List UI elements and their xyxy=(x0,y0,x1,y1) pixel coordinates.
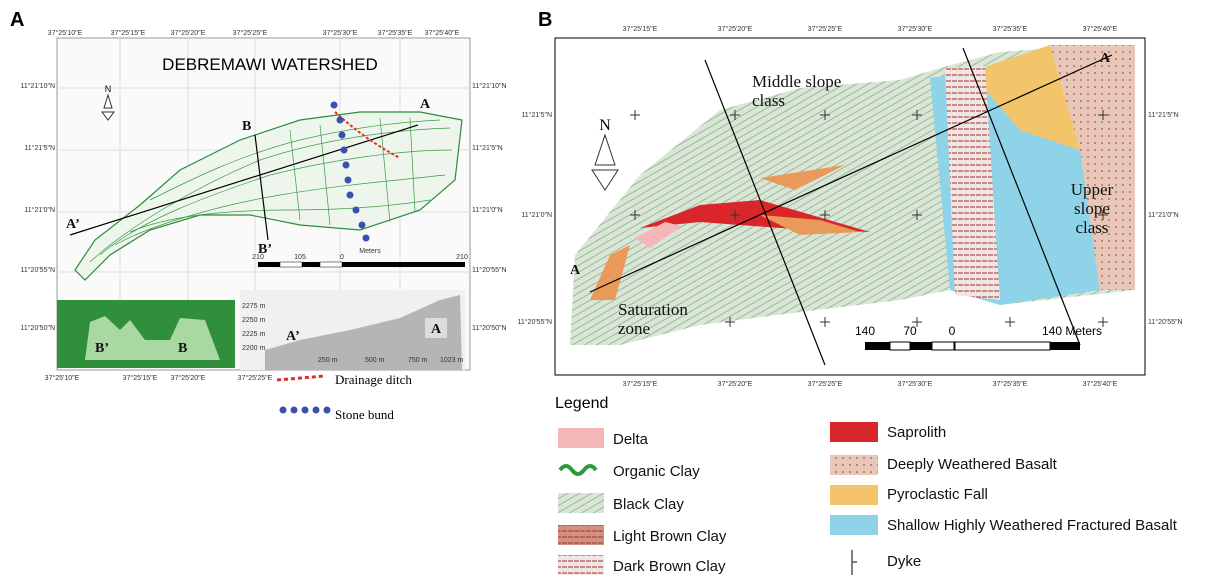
profile-x-label: 250 m xyxy=(318,357,338,364)
coord-label: 11°20'55"N xyxy=(1148,318,1183,326)
legend-label: Light Brown Clay xyxy=(613,528,727,545)
inset-end: B xyxy=(178,341,187,356)
scale-tick: 105 xyxy=(294,254,306,261)
coord-label: 37°25'20"E xyxy=(171,374,206,382)
coord-label: 37°25'40"E xyxy=(425,29,460,37)
legend-label: Shallow Highly Weathered Fractured Basal… xyxy=(887,517,1178,534)
coord-label: 11°21'5"N xyxy=(472,144,503,152)
coord-label: 37°25'30"E xyxy=(898,25,933,33)
coord-label: 11°21'10"N xyxy=(20,82,55,90)
coord-label: 37°25'25"E xyxy=(808,25,843,33)
coord-label: 37°25'15"E xyxy=(123,374,158,382)
coord-label: 11°21'5"N xyxy=(24,144,55,152)
coord-label: 11°21'0"N xyxy=(1148,211,1179,219)
coord-label: 37°25'20"E xyxy=(718,380,753,388)
coord-label: 37°25'35"E xyxy=(993,380,1028,388)
zone-label: Saturation zone xyxy=(618,300,708,338)
legend-label: Dark Brown Clay xyxy=(613,558,726,575)
scale-tick: 0 xyxy=(340,254,344,261)
coord-label: 37°25'15"E xyxy=(623,25,658,33)
coord-label: 11°21'0"N xyxy=(472,206,503,214)
scale-tick: 70 xyxy=(903,324,917,338)
legend-swatch xyxy=(277,376,325,380)
coord-label: 11°20'55"N xyxy=(20,266,55,274)
coord-label: 37°25'25"E xyxy=(808,380,843,388)
profile-start: A’ xyxy=(286,329,300,344)
legend-swatches xyxy=(558,422,878,575)
profile-end: A xyxy=(431,322,442,337)
panel-label: B xyxy=(538,9,552,31)
coord-label: 37°25'35"E xyxy=(993,25,1028,33)
legend-label: Stone bund xyxy=(335,407,394,422)
coord-label: 37°25'20"E xyxy=(718,25,753,33)
zone-label: Middle slope class xyxy=(752,72,862,110)
legend-label: Organic Clay xyxy=(613,463,700,480)
coord-label: 11°20'50"N xyxy=(20,324,55,332)
legend-label: Drainage ditch xyxy=(335,372,412,387)
legend-label: Black Clay xyxy=(613,496,684,513)
panel-label: A xyxy=(10,9,24,31)
section-label: A xyxy=(570,263,581,278)
coord-label: 37°25'40"E xyxy=(1083,380,1118,388)
scale-tick: 210 xyxy=(252,254,264,261)
legend-label: Saprolith xyxy=(887,424,946,441)
coord-label: 37°25'15"E xyxy=(623,380,658,388)
legend-swatch xyxy=(280,407,331,414)
coord-label: 11°21'5"N xyxy=(521,111,552,119)
scale-tick: 140 xyxy=(855,324,875,338)
coord-label: 11°20'55"N xyxy=(472,266,507,274)
scale-bar xyxy=(865,342,1080,350)
profile-x-label: 1023 m xyxy=(440,357,464,364)
coord-label: 37°25'10"E xyxy=(45,374,80,382)
profile-y-label: 2275 m xyxy=(242,303,266,310)
profile-x-label: 750 m xyxy=(408,357,428,364)
zone-label: Upper slope class xyxy=(1062,180,1122,237)
coord-label: 37°25'15"E xyxy=(111,29,146,37)
coord-label: 37°25'35"E xyxy=(378,29,413,37)
section-label: A’ xyxy=(66,217,80,232)
figure: A DEBREMAWI WATERSHED N A B A’ B’ Meters… xyxy=(0,0,1224,577)
coord-label: 37°25'25"E xyxy=(233,29,268,37)
svg-text:N: N xyxy=(105,84,112,94)
scale-unit: Meters xyxy=(359,248,381,255)
coord-label: 37°25'40"E xyxy=(1083,25,1118,33)
scale-bar xyxy=(258,262,465,267)
legend-title: Legend xyxy=(555,395,608,412)
coord-label: 11°21'5"N xyxy=(1148,111,1179,119)
profile-y-label: 2200 m xyxy=(242,345,266,352)
coord-label: 37°25'30"E xyxy=(323,29,358,37)
coord-label: 37°25'25"E xyxy=(238,374,273,382)
coord-label: 37°25'30"E xyxy=(898,380,933,388)
section-label: A xyxy=(1100,51,1111,66)
profile-x-label: 500 m xyxy=(365,357,385,364)
scale-tick: 0 xyxy=(949,324,956,338)
profile-y-label: 2225 m xyxy=(242,331,266,338)
legend-label: Deeply Weathered Basalt xyxy=(887,456,1058,473)
maps: A DEBREMAWI WATERSHED N A B A’ B’ Meters… xyxy=(0,0,1224,577)
legend-label: Pyroclastic Fall xyxy=(887,486,988,503)
inset-start: B’ xyxy=(95,341,109,356)
coord-label: 11°21'10"N xyxy=(472,82,507,90)
section-label: A xyxy=(420,97,431,112)
coord-label: 11°20'50"N xyxy=(472,324,507,332)
coord-label: 37°25'10"E xyxy=(48,29,83,37)
coord-label: 11°21'0"N xyxy=(521,211,552,219)
coord-label: 11°20'55"N xyxy=(517,318,552,326)
profile-y-label: 2250 m xyxy=(242,317,266,324)
scale-tick: 140 Meters xyxy=(1042,324,1102,338)
scale-tick: 210 xyxy=(456,254,468,261)
svg-text:N: N xyxy=(599,117,611,134)
section-label: B xyxy=(242,119,251,134)
coord-label: 11°21'0"N xyxy=(24,206,55,214)
legend-label: Delta xyxy=(613,431,649,448)
legend-label: Dyke xyxy=(887,553,921,570)
map-title: DEBREMAWI WATERSHED xyxy=(162,55,378,74)
coord-label: 37°25'20"E xyxy=(171,29,206,37)
